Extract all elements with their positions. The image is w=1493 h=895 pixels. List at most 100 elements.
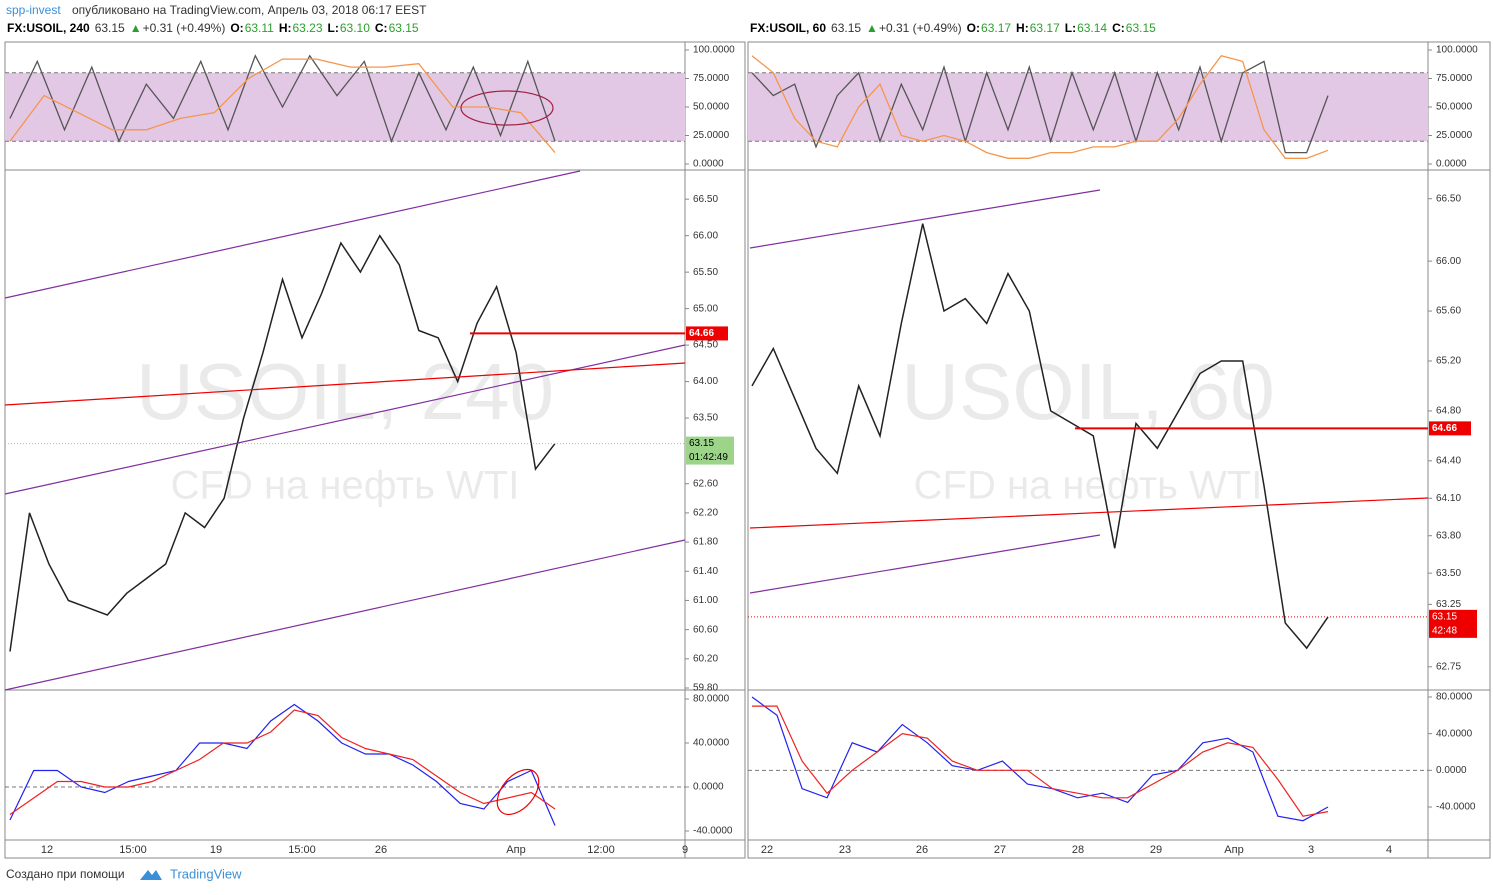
y-tick-label: 63.50 (1436, 568, 1461, 579)
last-box (686, 436, 734, 465)
footer-text: Создано при помощи (6, 867, 125, 881)
x-tick-label: 12 (41, 844, 53, 856)
y-tick-label: 61.40 (693, 566, 718, 577)
y-tick-label: -40.0000 (1436, 802, 1476, 813)
x-tick-label: 4 (1386, 844, 1392, 856)
timer: 01:42:49 (689, 452, 728, 463)
y-tick-label: 65.00 (693, 303, 718, 314)
y-tick-label: 50.0000 (693, 102, 730, 113)
x-tick-label: 29 (1150, 844, 1162, 856)
quote-item: 63.23 (293, 21, 323, 35)
level-box (686, 326, 728, 341)
last-label: 63.15 (1432, 611, 1457, 622)
rsi-band (748, 72, 1428, 142)
y-tick-label: 75.0000 (693, 73, 730, 84)
quote-item: L: (328, 21, 339, 35)
y-tick-label: 64.80 (1436, 406, 1461, 417)
annotation-ellipse (496, 768, 540, 816)
quote-item: FX:USOIL, 240 (7, 21, 90, 35)
quote-item: 63.17 (981, 21, 1011, 35)
y-tick-label: 66.00 (693, 230, 718, 241)
x-tick-label: 15:00 (119, 844, 147, 856)
y-tick-label: 62.60 (693, 478, 718, 489)
watermark: USOIL, 60 (901, 347, 1275, 436)
quote-item: H: (279, 21, 292, 35)
quote-item: 63.11 (245, 21, 274, 35)
published: опубликовано на TradingView.com, Апрель … (72, 3, 427, 17)
x-tick-label: 22 (761, 844, 773, 856)
y-tick-label: 66.00 (1436, 256, 1461, 267)
author[interactable]: spp-invest (6, 3, 61, 17)
quote-item: 63.15 (1126, 21, 1156, 35)
quote-item: L: (1065, 21, 1076, 35)
y-tick-label: 100.0000 (693, 45, 735, 56)
y-tick-label: 64.10 (1436, 493, 1461, 504)
quote-item: 63.14 (1077, 21, 1107, 35)
y-tick-label: 60.20 (693, 653, 718, 664)
footer-brand[interactable]: TradingView (170, 866, 242, 881)
y-tick-label: 0.0000 (1436, 159, 1467, 170)
price-line (751, 223, 1329, 650)
quote-item: FX:USOIL, 60 (750, 21, 826, 35)
x-tick-label: 27 (994, 844, 1006, 856)
y-tick-label: 66.50 (693, 194, 718, 205)
price-line (9, 234, 556, 652)
trend-line (4, 539, 686, 691)
y-tick-label: 61.80 (693, 537, 718, 548)
stoch-line (9, 709, 556, 815)
x-tick-label: 15:00 (288, 844, 316, 856)
y-tick-label: 63.80 (1436, 530, 1461, 541)
stoch-line (752, 705, 1329, 817)
level-label: 64.66 (1432, 423, 1457, 434)
quote-item: ▲ (130, 21, 142, 35)
y-tick-label: 80.0000 (693, 694, 730, 705)
trend-line (4, 170, 581, 299)
y-tick-label: 64.50 (693, 340, 718, 351)
x-tick-label: 3 (1308, 844, 1314, 856)
y-tick-label: 63.25 (1436, 599, 1461, 610)
quote-item: C: (375, 21, 388, 35)
y-tick-label: 62.75 (1436, 661, 1461, 672)
y-tick-label: 25.0000 (693, 130, 730, 141)
y-tick-label: 0.0000 (693, 782, 724, 793)
y-tick-label: 59.80 (693, 683, 718, 694)
trend-line (749, 497, 1429, 529)
last-label: 63.15 (689, 438, 714, 449)
quote-item: O: (967, 21, 980, 35)
panel-frame (4, 41, 746, 859)
y-tick-label: 65.20 (1436, 356, 1461, 367)
rsi-line (9, 54, 556, 144)
quote-item: 63.15 (95, 21, 125, 35)
y-tick-label: 65.60 (1436, 306, 1461, 317)
y-tick-label: 50.0000 (1436, 102, 1473, 113)
level-label: 64.66 (689, 328, 714, 339)
watermark-sub: CFD на нефть WTI (914, 464, 1263, 508)
y-tick-label: 65.50 (693, 267, 718, 278)
quote-item: ▲ (866, 21, 878, 35)
quote-item: +0.31 (+0.49%) (879, 21, 962, 35)
x-tick-label: 9 (682, 844, 688, 856)
trend-line (749, 534, 1101, 594)
quote-item: O: (230, 21, 243, 35)
watermark: USOIL, 240 (136, 347, 554, 436)
quote-item: C: (1112, 21, 1125, 35)
quote-item: 63.17 (1030, 21, 1060, 35)
x-tick-label: 26 (375, 844, 387, 856)
quote-item: 63.15 (831, 21, 861, 35)
panel-frame (747, 41, 1491, 859)
y-tick-label: 66.50 (1436, 193, 1461, 204)
y-tick-label: 0.0000 (1436, 765, 1467, 776)
level-box (1429, 421, 1471, 436)
timer: 42:48 (1432, 625, 1457, 636)
y-tick-label: 75.0000 (1436, 73, 1473, 84)
quote-item: 63.15 (389, 21, 419, 35)
rsi-line (751, 60, 1329, 154)
y-tick-label: 64.40 (1436, 455, 1461, 466)
y-tick-label: 25.0000 (1436, 130, 1473, 141)
quote-item: 63.10 (340, 21, 370, 35)
y-tick-label: 63.50 (693, 413, 718, 424)
y-tick-label: 40.0000 (1436, 728, 1473, 739)
annotation-ellipse (460, 90, 554, 126)
